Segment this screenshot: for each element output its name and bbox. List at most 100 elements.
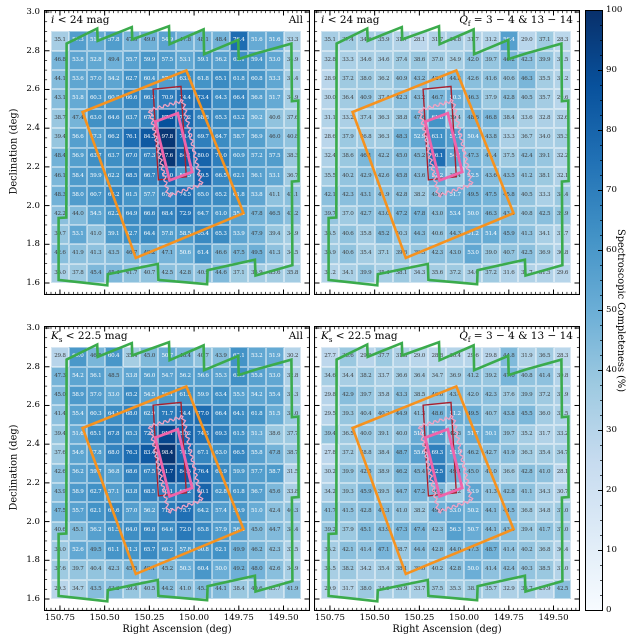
- colorbar-tick-label: 0: [606, 605, 612, 616]
- heatmap-cell: 41.2: [464, 366, 482, 387]
- heatmap-cell: 34.6: [374, 50, 393, 71]
- heatmap-cell: 49.5: [464, 186, 482, 206]
- heatmap-cell: 31.2: [553, 70, 572, 90]
- y-tick-label: 2.4: [26, 439, 40, 450]
- heatmap-cell: 42.3: [338, 186, 357, 206]
- heatmap-cell: 38.0: [283, 405, 302, 425]
- heatmap-cell: 42.2: [51, 205, 69, 225]
- heatmap-cell: 40.5: [140, 579, 159, 599]
- heatmap-cell: 47.8: [176, 31, 195, 51]
- heatmap-cell: 32.4: [321, 147, 339, 167]
- heatmap-cell: 66.4: [211, 405, 230, 425]
- heatmap-cell: 34.6: [356, 31, 375, 51]
- heatmap-cell: 51.4: [481, 224, 500, 245]
- heatmap-cell: 39.7: [356, 386, 375, 406]
- heatmap-cell: 40.3: [283, 502, 302, 522]
- heatmap-cell: 43.3: [392, 386, 411, 406]
- heatmap-cell: 42.8: [499, 482, 518, 503]
- heatmap-cell: 34.2: [321, 482, 339, 503]
- heatmap-cell: 41.3: [86, 244, 105, 264]
- heatmap-cell: 41.4: [481, 560, 500, 580]
- heatmap-cell: 42.5: [158, 263, 177, 283]
- heatmap-cell: 69.7: [194, 128, 212, 148]
- heatmap-cell: 43.1: [51, 89, 69, 109]
- heatmap-cell: 64.0: [122, 521, 141, 541]
- heatmap-cell: 41.5: [338, 502, 357, 522]
- heatmap-cell: 46.8: [481, 108, 500, 129]
- heatmap-cell: 38.1: [464, 579, 482, 599]
- heatmap-cell: 45.4: [428, 186, 447, 206]
- heatmap-cell: 34.7: [553, 444, 572, 464]
- heatmap-cell: 65.4: [194, 224, 212, 245]
- heatmap-cell: 70.9: [158, 89, 177, 109]
- heatmap-cell: 51.9: [86, 31, 105, 51]
- heatmap-cell: 41.0: [535, 463, 554, 483]
- heatmap-cell: 34.0: [535, 128, 554, 148]
- heatmap-cell: 32.2: [553, 147, 572, 167]
- heatmap-cell: 57.7: [446, 128, 465, 148]
- heatmap-cell: 65.2: [122, 386, 141, 406]
- heatmap-cell: 50.7: [464, 521, 482, 541]
- heatmap-cell: 39.9: [338, 463, 357, 483]
- heatmap-cell: 31.7: [517, 263, 536, 283]
- heatmap-cell: 40.6: [499, 70, 518, 90]
- heatmap-cell: 50.1: [481, 424, 500, 445]
- heatmap-cell: 43.8: [499, 405, 518, 425]
- heatmap-cell: 60.8: [194, 540, 212, 561]
- heatmap-cell: 65.9: [211, 463, 230, 483]
- heatmap-cell: 43.0: [446, 244, 465, 264]
- heatmap-cell: 56.2: [211, 50, 230, 71]
- heatmap-cell: 54.1: [446, 147, 465, 167]
- panel-title-i24-all: i < 24 mag: [51, 14, 110, 26]
- heatmap-cell: 31.1: [321, 108, 339, 129]
- heatmap-cell: 30.7: [553, 482, 572, 503]
- heatmap-cell: 87.3: [158, 108, 177, 129]
- colorbar-tick-label: 20: [606, 485, 617, 496]
- heatmap-cell: 31.7: [392, 31, 411, 51]
- heatmap-cell: 53.8: [68, 50, 87, 71]
- heatmap-cell: 27.8: [321, 444, 339, 464]
- heatmap-cell: 31.7: [338, 579, 357, 599]
- y-tick-label: 1.8: [26, 555, 40, 566]
- heatmap-cell: 65.0: [194, 186, 212, 206]
- heatmap-cell: 61.5: [176, 386, 195, 406]
- heatmap-cell: 57.8: [158, 224, 177, 245]
- heatmap-cell: 29.8: [321, 386, 339, 406]
- heatmap-cell: 44.5: [499, 502, 518, 522]
- heatmap-cell: 62.7: [122, 224, 141, 245]
- heatmap-cell: 38.2: [410, 186, 429, 206]
- heatmap-cell: 31.0: [553, 560, 572, 580]
- heatmap-cell: 30.2: [321, 463, 339, 483]
- heatmap-cell: 33.3: [535, 186, 554, 206]
- heatmap-cell: 53.4: [446, 205, 465, 225]
- heatmap-cell: 38.7: [392, 540, 411, 561]
- heatmap-cell: 70.0: [211, 147, 230, 167]
- heatmap-cell: 62.1: [229, 166, 248, 187]
- heatmap-cell: 40.6: [428, 386, 447, 406]
- heatmap-cell: 57.8: [86, 444, 105, 464]
- heatmap-cell: 41.7: [321, 502, 339, 522]
- heatmap-cell: 67.1: [194, 444, 212, 464]
- panel-ks225-qf: 27.7 38.6 29.8 37.7 31.8 29.0 28.8 30.4 29.6 29.8…: [314, 326, 580, 611]
- heatmap-cell: 71.7: [158, 502, 177, 522]
- heatmap-cell: 33.3: [283, 31, 302, 51]
- heatmap-cell: 29.8: [481, 347, 500, 367]
- heatmap-cell: 41.0: [86, 224, 105, 245]
- heatmap-cell: 28.1: [410, 31, 429, 51]
- heatmap-cell: 50.0: [211, 560, 230, 580]
- heatmap-cell: 58.9: [68, 482, 87, 503]
- heatmap-cell: 57.5: [265, 147, 284, 167]
- heatmap-cell: 40.2: [517, 540, 536, 561]
- heatmap-cell: 40.7: [194, 347, 212, 367]
- heatmap-cell: 47.2: [410, 482, 429, 503]
- heatmap-cell: 48.4: [51, 147, 69, 167]
- heatmap-cell: 60.9: [229, 147, 248, 167]
- heatmap-cell: 38.7: [283, 444, 302, 464]
- heatmap-cell: 36.2: [374, 70, 393, 90]
- x-axis-label-left: Right Ascension (deg): [122, 624, 232, 635]
- heatmap-cell: 62.7: [122, 70, 141, 90]
- heatmap-cell: 69.3: [428, 444, 447, 464]
- heatmap-cell: 30.0: [321, 89, 339, 109]
- heatmap-cell: 49.5: [464, 405, 482, 425]
- heatmap-cell: 40.9: [356, 89, 375, 109]
